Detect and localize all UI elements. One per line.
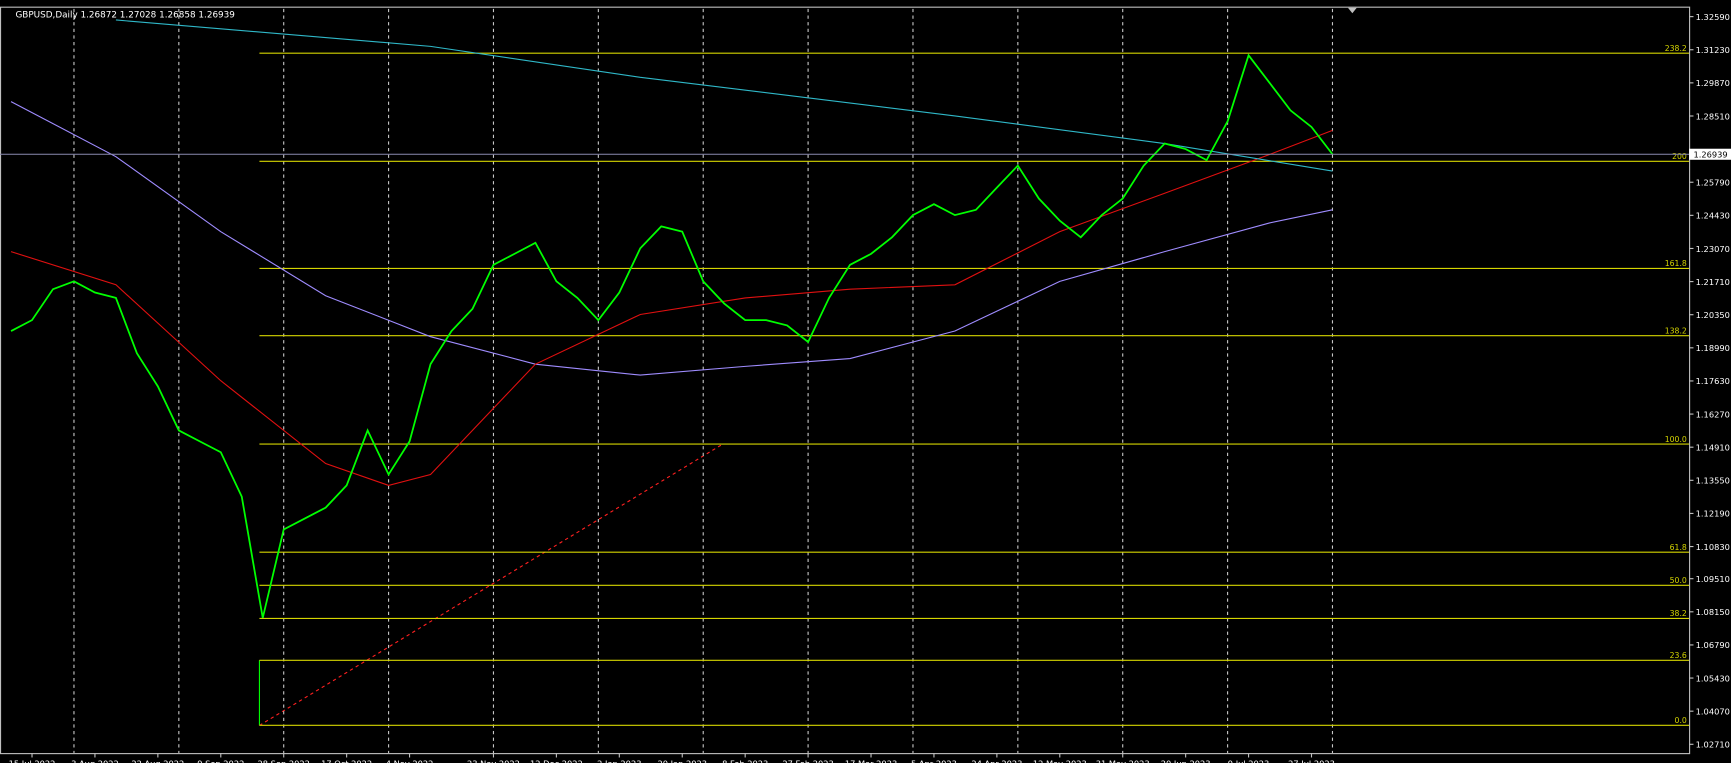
- x-tick-label: 2 Jan 2023: [597, 758, 641, 763]
- y-tick-label: 1.10830: [1696, 542, 1730, 552]
- y-tick-label: 1.05430: [1696, 673, 1730, 683]
- fib-label: 238.2: [1665, 44, 1687, 53]
- indicator-line: [115, 19, 1333, 172]
- fib-label: 0.0: [1675, 716, 1687, 725]
- y-tick-label: 1.17630: [1696, 376, 1730, 386]
- y-tick-label: 1.08150: [1696, 607, 1730, 617]
- fib-label: 50.0: [1670, 576, 1687, 585]
- y-tick-label: 1.14910: [1696, 442, 1730, 452]
- x-tick-label: 22 Aug 2022: [131, 758, 184, 763]
- y-tick-label: 1.24430: [1696, 211, 1730, 221]
- indicator-line: [10, 101, 1333, 376]
- y-tick-label: 1.20350: [1696, 310, 1730, 320]
- y-tick-label: 1.25790: [1696, 178, 1730, 188]
- x-tick-label: 20 Jan 2023: [657, 758, 707, 763]
- fib-label: 138.2: [1665, 326, 1687, 335]
- x-tick-label: 15 Jul 2022: [9, 758, 56, 763]
- x-tick-label: 12 Dec 2022: [530, 758, 583, 763]
- y-tick-label: 1.28510: [1696, 111, 1730, 121]
- price-line: [10, 53, 1334, 619]
- fib-label: 61.8: [1670, 543, 1687, 552]
- fib-trend-line: [259, 443, 724, 726]
- y-tick-label: 1.02710: [1696, 740, 1730, 750]
- y-tick-label: 1.06790: [1696, 640, 1730, 650]
- fib-label: 23.6: [1670, 651, 1687, 660]
- x-tick-label: 8 Feb 2023: [722, 758, 768, 763]
- x-tick-label: 9 Jul 2023: [1228, 758, 1270, 763]
- fib-label: 100.0: [1665, 435, 1687, 444]
- y-tick-label: 1.32590: [1696, 12, 1730, 22]
- x-tick-label: 4 Nov 2022: [386, 758, 434, 763]
- x-tick-label: 28 Sep 2022: [258, 758, 310, 763]
- shift-marker: [1347, 7, 1357, 14]
- y-tick-label: 1.12190: [1696, 509, 1730, 519]
- y-tick-label: 1.29870: [1696, 78, 1730, 88]
- x-tick-label: 24 Apr 2023: [971, 758, 1022, 763]
- fib-label: 161.8: [1665, 259, 1687, 268]
- current-price-box: [1689, 148, 1731, 160]
- y-tick-label: 1.31230: [1696, 45, 1730, 55]
- y-tick-label: 1.23070: [1696, 244, 1730, 254]
- y-tick-label: 1.21710: [1696, 277, 1730, 287]
- x-tick-label: 31 May 2023: [1096, 758, 1150, 763]
- y-tick-label: 1.04070: [1696, 706, 1730, 716]
- y-tick-label: 1.13550: [1696, 476, 1730, 486]
- x-tick-label: 27 Feb 2023: [782, 758, 833, 763]
- y-tick-label: 1.18990: [1696, 343, 1730, 353]
- fib-label: 200: [1672, 152, 1687, 161]
- x-tick-label: 17 Mar 2023: [845, 758, 897, 763]
- x-tick-label: 5 Apr 2023: [911, 758, 957, 763]
- indicator-line: [10, 129, 1333, 486]
- current-price-label: 1.26939: [1693, 150, 1727, 160]
- x-tick-label: 12 May 2023: [1033, 758, 1087, 763]
- fib-label: 38.2: [1670, 609, 1687, 618]
- y-tick-label: 1.16270: [1696, 409, 1730, 419]
- x-tick-label: 9 Sep 2022: [197, 758, 244, 763]
- x-tick-label: 3 Aug 2022: [71, 758, 119, 763]
- chart-title: GBPUSD,Daily 1.26872 1.27028 1.26858 1.2…: [15, 11, 234, 21]
- x-tick-label: 27 Jul 2023: [1288, 758, 1335, 763]
- y-tick-label: 1.09510: [1696, 574, 1730, 584]
- x-tick-label: 17 Oct 2022: [321, 758, 372, 763]
- x-tick-label: 20 Jun 2023: [1161, 758, 1211, 763]
- x-tick-label: 23 Nov 2022: [467, 758, 520, 763]
